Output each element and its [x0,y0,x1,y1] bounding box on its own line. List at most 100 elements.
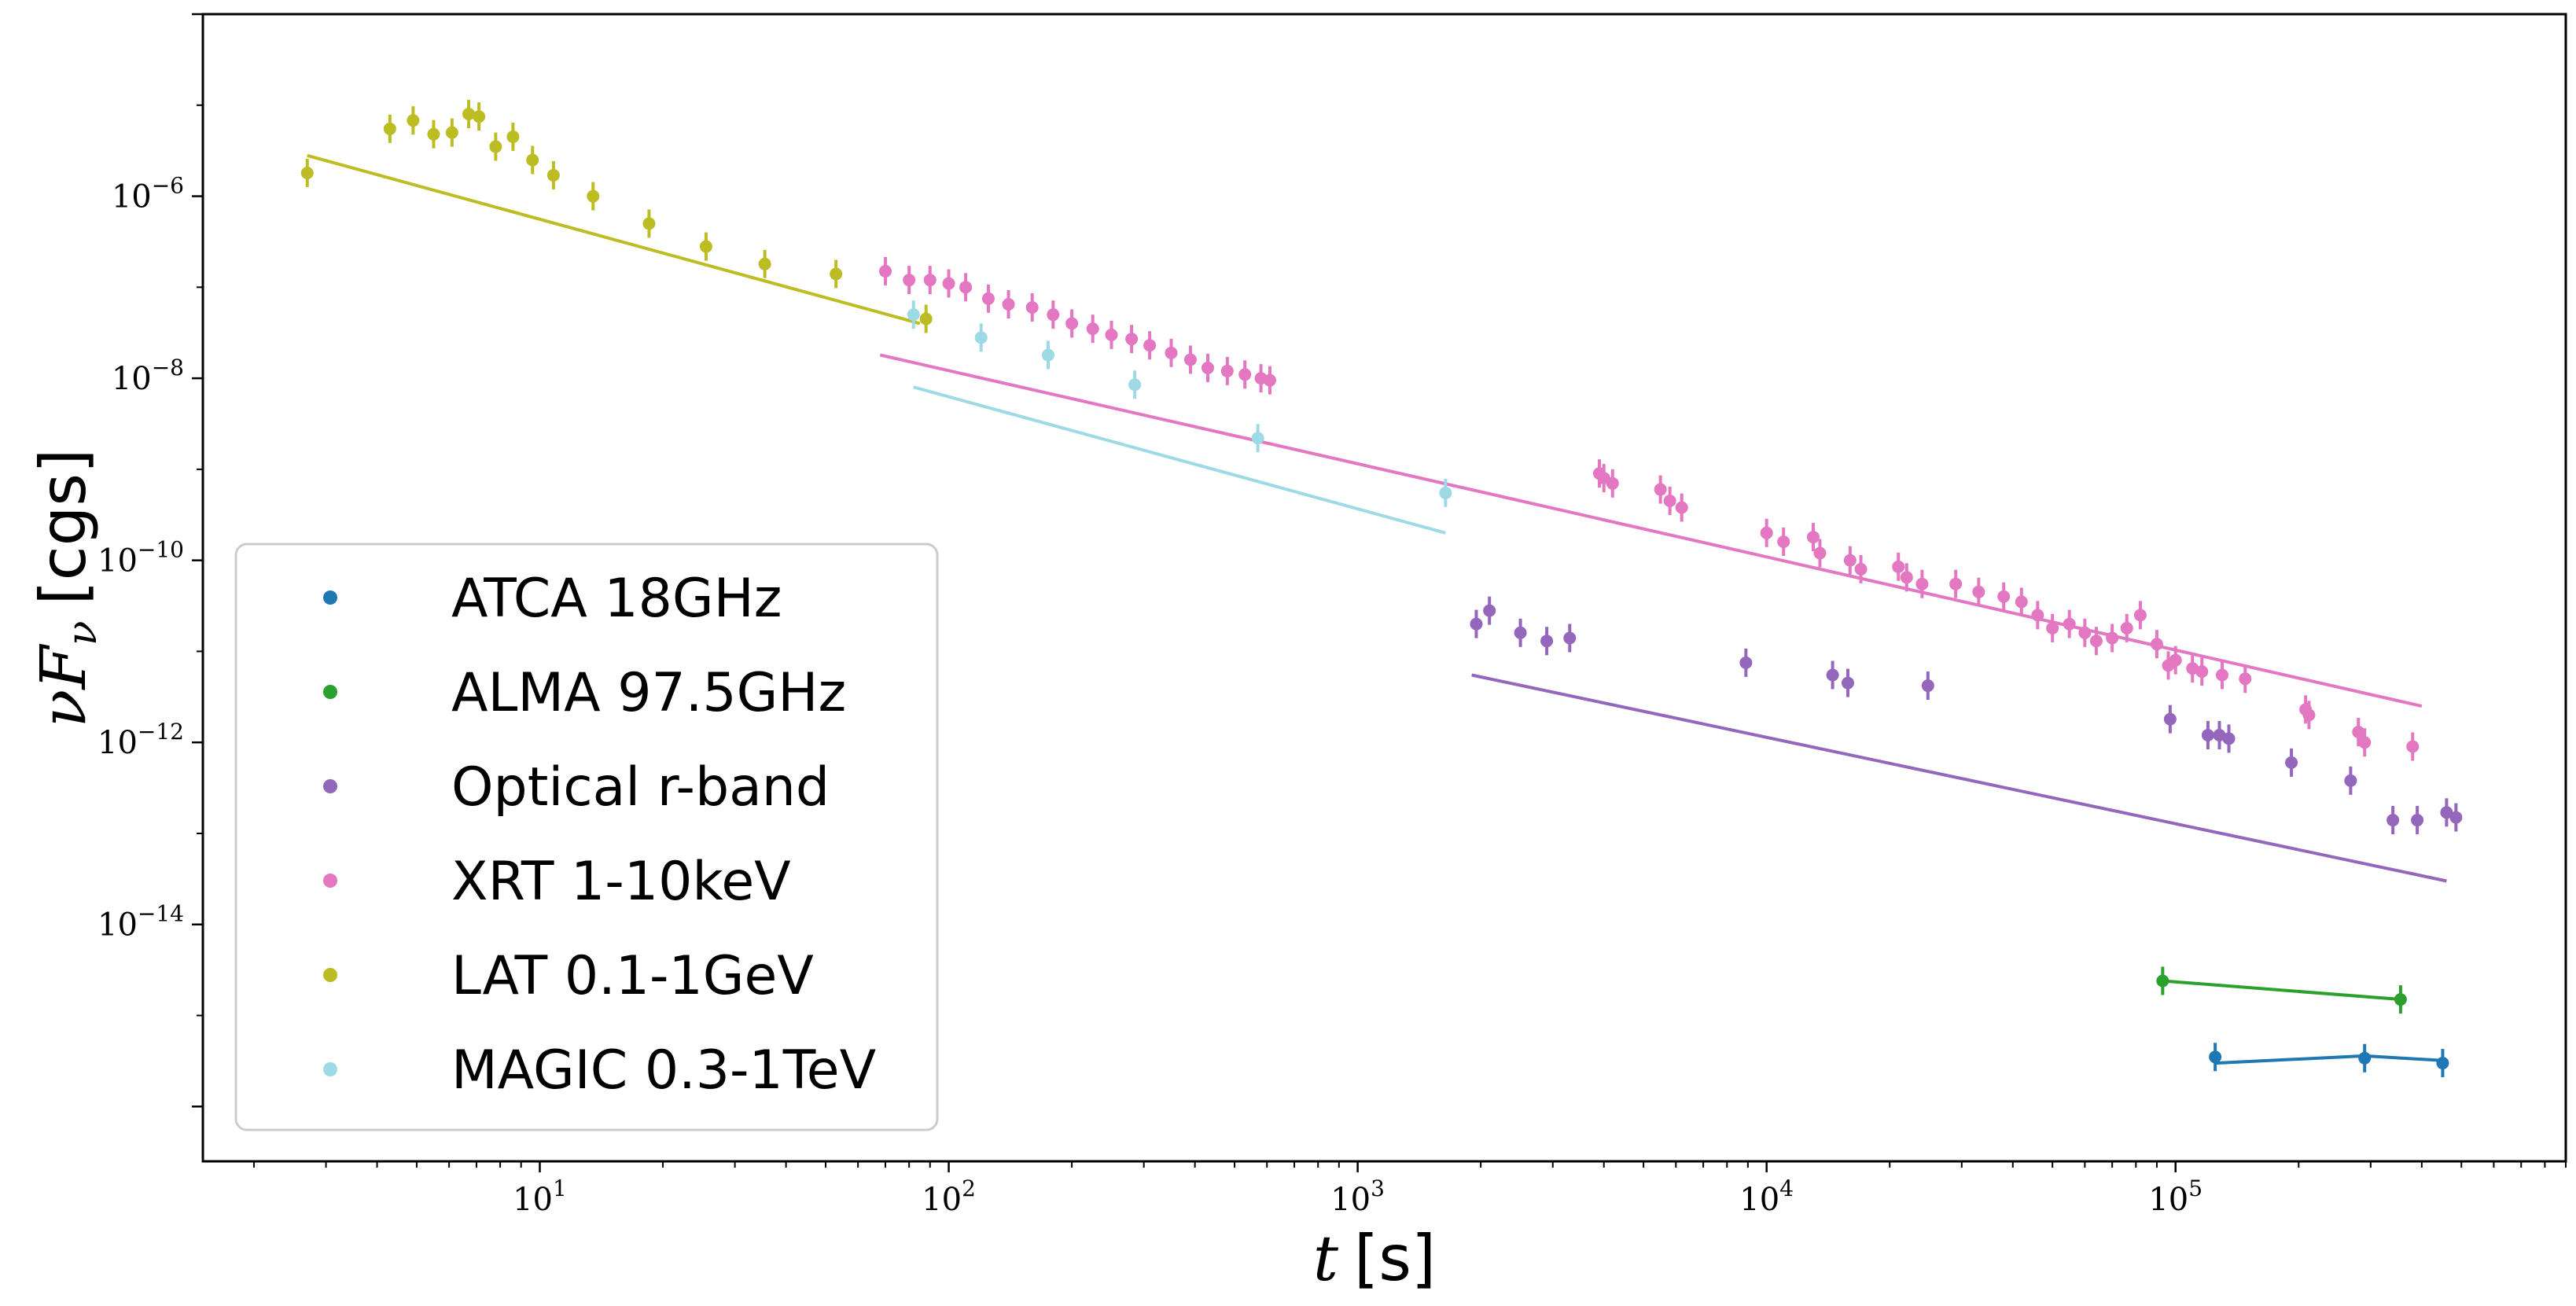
legend-label: MAGIC 0.3-1TeV [451,1039,876,1102]
data-point [2195,665,2209,679]
data-points [300,99,2463,1078]
data-point [427,127,440,141]
data-point [1663,495,1676,508]
data-point [923,274,937,287]
legend-label: Optical r-band [451,756,830,819]
data-point [2163,712,2177,726]
data-point [2352,726,2365,739]
data-point [1086,322,1099,336]
y-tick-label: 10−6 [112,173,184,215]
data-point [2089,635,2103,648]
data-point [2394,993,2407,1006]
data-point [489,140,502,153]
data-point [2436,1057,2449,1070]
data-point [473,110,486,123]
data-point [1843,554,1857,567]
model-line [2162,979,2401,1002]
axis-ticks: 101 102 103 104 105 10−6 10−8 10−10 10−12 10−14 [98,13,2567,1218]
data-point [383,122,396,135]
data-point [2449,811,2463,824]
legend-marker [323,685,337,699]
legend-marker [323,874,337,888]
data-point [959,281,973,294]
data-point [1806,531,1820,544]
model-line [1471,673,2447,883]
data-point [2150,638,2163,651]
data-point [2169,653,2182,667]
data-point [1949,577,1963,590]
data-point [1220,364,1234,377]
data-point [2209,1050,2222,1064]
legend-label: ATCA 18GHz [451,568,782,630]
data-point [1900,571,1913,584]
data-point [1654,483,1667,496]
legend-label: ALMA 97.5GHz [451,662,846,724]
legend-items: ATCA 18GHz ALMA 97.5GHz Optical r-band XRT … [323,568,876,1102]
model-line [879,353,2423,708]
data-point [1201,361,1214,374]
data-point [2239,672,2252,686]
data-point [2031,609,2044,622]
data-point [1165,346,1178,359]
model-line [2215,1054,2443,1065]
data-point [919,312,933,326]
data-point [758,257,771,270]
data-point [1777,535,1790,549]
y-axis-var: νF [27,644,100,728]
y-tick-label: 10−14 [98,901,184,944]
x-axis-title: t [s] [1313,1222,1436,1295]
data-point [2078,626,2092,639]
data-point [907,308,920,322]
data-point [445,126,458,139]
data-point [506,130,520,143]
model-line [913,385,1446,535]
x-tick-label: 104 [1739,1175,1794,1218]
data-point [699,240,712,253]
data-point [2285,756,2298,769]
y-axis-unit: [cgs] [27,449,100,605]
data-point [1251,432,1264,445]
y-axis-title: νFν [cgs] [27,449,106,728]
data-point [1002,297,1015,311]
y-tick-label: 10−10 [98,537,184,579]
data-point [1065,317,1079,330]
data-point [1047,308,1060,322]
data-point [2063,617,2076,631]
legend-label: XRT 1-10keV [451,851,791,913]
x-tick-label: 103 [1330,1175,1385,1218]
data-point [2015,595,2028,609]
data-point [546,168,560,182]
data-point [1105,328,1118,341]
data-point [526,153,539,167]
data-point [1606,476,1619,490]
data-point [903,274,916,287]
data-point [1972,585,1985,598]
model-lines [307,153,2447,1065]
data-point [1921,679,1934,693]
x-tick-label: 105 [2148,1175,2202,1218]
legend-marker [323,968,337,982]
data-point [1483,604,1496,617]
data-point [2201,729,2214,742]
data-point [878,264,892,278]
y-axis-sub: ν [59,621,106,646]
data-point [300,166,314,179]
data-point [407,114,420,127]
legend-marker [323,590,337,605]
data-point [1826,668,1839,682]
data-point [2133,609,2147,622]
data-point [2406,740,2420,753]
data-point [2215,668,2228,682]
data-point [2222,732,2236,745]
data-point [2386,814,2400,827]
x-tick-label: 102 [922,1175,976,1218]
data-point [462,107,476,120]
legend: ATCA 18GHz ALMA 97.5GHz Optical r-band XRT … [234,543,939,1131]
x-tick-label: 101 [513,1175,567,1218]
data-point [2046,621,2059,635]
data-point [2358,1051,2372,1065]
data-point [2411,814,2424,827]
legend-label: LAT 0.1-1GeV [451,945,814,1007]
data-point [2358,736,2372,749]
